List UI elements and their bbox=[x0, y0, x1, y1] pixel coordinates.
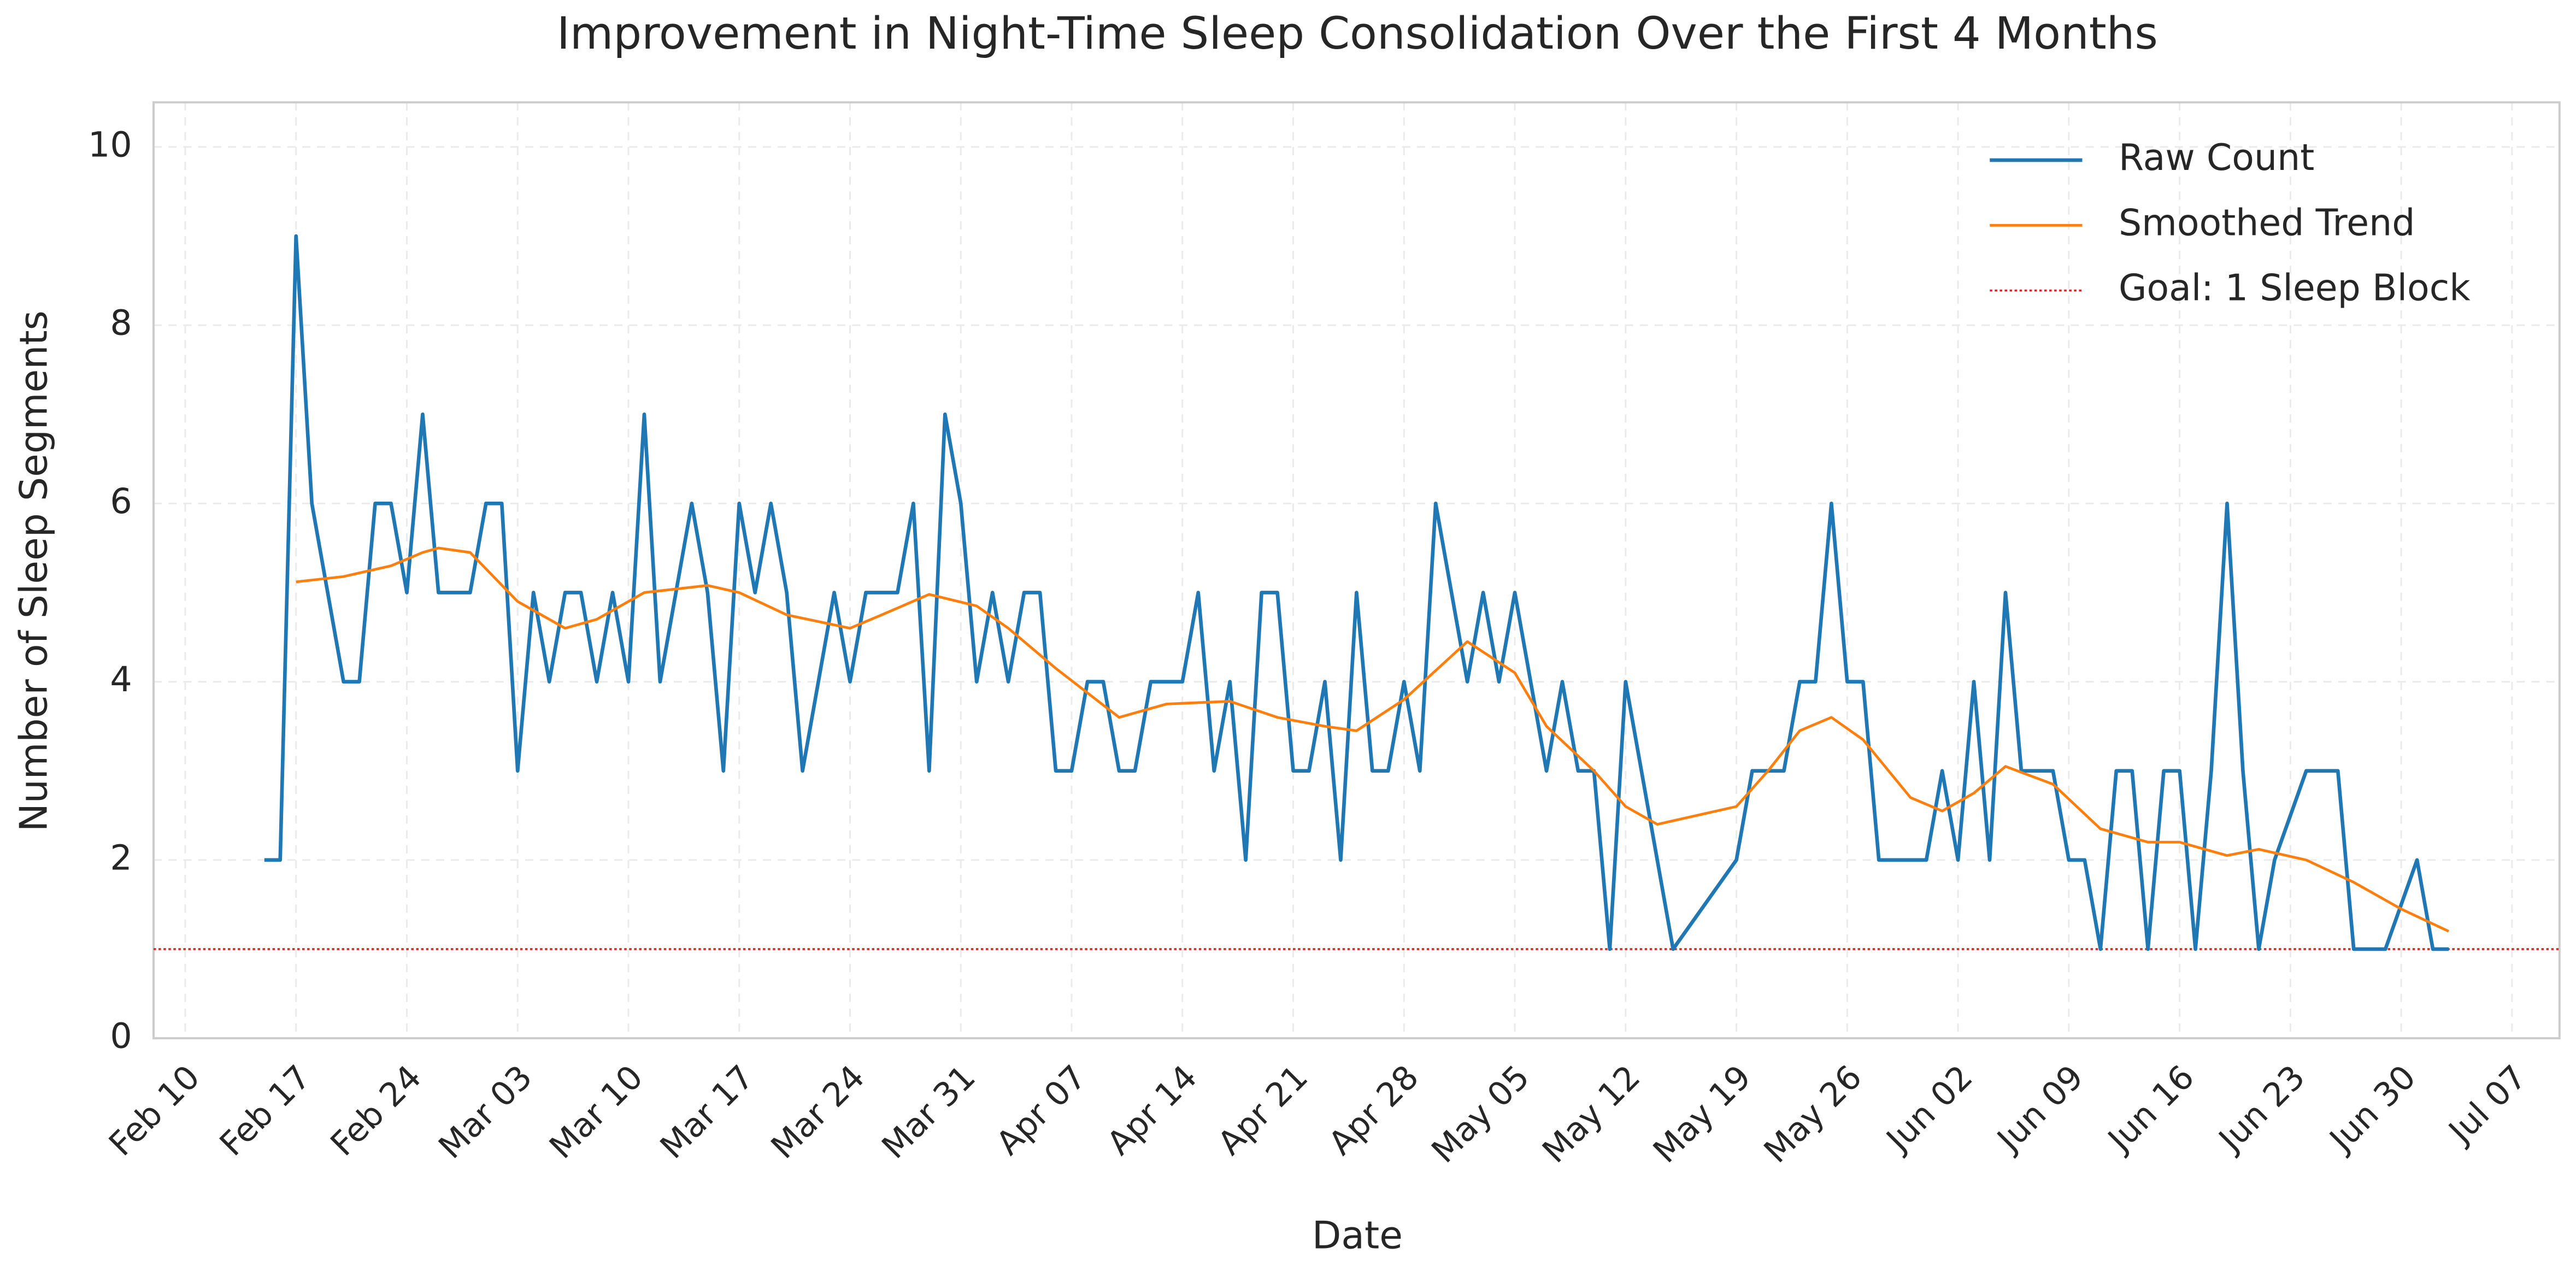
x-axis-label: Date bbox=[1312, 1214, 1403, 1258]
data-line bbox=[296, 546, 2450, 933]
plot-frame bbox=[152, 101, 2561, 1040]
y-tick-label: 8 bbox=[110, 303, 132, 343]
legend-label: Goal: 1 Sleep Block bbox=[2119, 267, 2471, 309]
y-tick-label: 2 bbox=[110, 837, 132, 878]
chart-title: Improvement in Night-Time Sleep Consolid… bbox=[557, 8, 2158, 60]
y-tick-label: 4 bbox=[110, 659, 132, 699]
legend-label: Smoothed Trend bbox=[2119, 201, 2415, 244]
y-tick-label: 10 bbox=[88, 124, 132, 164]
legend-label: Raw Count bbox=[2119, 136, 2314, 179]
y-tick-label: 6 bbox=[110, 481, 132, 521]
data-line bbox=[264, 234, 2449, 951]
y-axis-label: Number of Sleep Segments bbox=[13, 310, 56, 832]
y-tick-label: 0 bbox=[110, 1016, 132, 1056]
